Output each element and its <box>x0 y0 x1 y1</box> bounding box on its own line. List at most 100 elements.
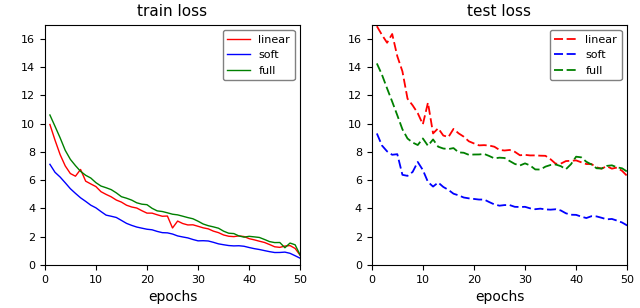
linear <box>189 223 196 227</box>
soft <box>46 162 54 166</box>
linear <box>102 192 110 196</box>
soft <box>82 200 90 203</box>
full <box>388 100 396 103</box>
soft <box>470 197 478 201</box>
linear <box>92 185 100 188</box>
soft <box>220 243 227 247</box>
linear <box>557 162 564 165</box>
soft <box>613 219 621 222</box>
soft <box>72 192 79 195</box>
full <box>465 153 473 157</box>
full <box>296 253 304 257</box>
linear <box>541 154 549 158</box>
full <box>424 144 432 148</box>
linear <box>394 55 401 58</box>
soft <box>419 168 427 172</box>
linear <box>460 135 468 139</box>
linear <box>383 41 391 45</box>
linear <box>266 243 273 246</box>
full <box>276 241 284 244</box>
full <box>260 237 268 241</box>
soft <box>485 200 493 204</box>
full <box>450 146 458 150</box>
soft <box>164 231 172 235</box>
soft <box>511 205 518 209</box>
full <box>603 164 611 168</box>
full <box>225 231 232 235</box>
soft <box>87 203 95 207</box>
full <box>613 165 621 169</box>
soft <box>450 192 458 196</box>
linear <box>77 168 84 171</box>
full <box>409 141 417 144</box>
soft <box>67 187 74 191</box>
linear <box>419 123 427 126</box>
linear <box>440 134 447 137</box>
linear <box>582 162 590 166</box>
soft <box>541 208 549 211</box>
soft <box>214 242 222 246</box>
linear <box>113 198 120 202</box>
full <box>255 236 263 239</box>
linear <box>87 182 95 186</box>
soft <box>194 239 202 243</box>
full <box>445 147 452 151</box>
linear <box>67 172 74 175</box>
linear <box>118 200 125 204</box>
Legend: linear, soft, full: linear, soft, full <box>550 30 621 80</box>
soft <box>593 215 600 218</box>
soft <box>435 181 442 184</box>
full <box>133 201 141 205</box>
full <box>440 147 447 150</box>
soft <box>61 181 69 184</box>
full <box>394 113 401 117</box>
full <box>419 136 427 140</box>
linear <box>572 159 580 162</box>
linear <box>470 142 478 145</box>
soft <box>245 246 253 249</box>
soft <box>169 232 177 236</box>
full <box>476 152 483 156</box>
linear <box>143 211 151 215</box>
soft <box>204 239 212 243</box>
soft <box>260 249 268 253</box>
linear <box>511 150 518 154</box>
linear <box>588 162 595 166</box>
linear <box>97 190 105 193</box>
Line: soft: soft <box>377 133 627 225</box>
full <box>623 170 631 173</box>
soft <box>159 231 166 234</box>
full <box>470 153 478 156</box>
full <box>572 155 580 159</box>
linear <box>450 127 458 131</box>
full <box>399 128 406 131</box>
soft <box>225 244 232 247</box>
full <box>199 222 207 226</box>
full <box>516 164 524 167</box>
soft <box>552 207 559 211</box>
full <box>235 234 243 238</box>
soft <box>445 188 452 192</box>
linear <box>174 219 182 223</box>
linear <box>164 214 172 218</box>
full <box>541 165 549 168</box>
full <box>123 197 131 200</box>
soft <box>455 193 463 197</box>
soft <box>174 234 182 238</box>
soft <box>179 235 187 239</box>
linear <box>214 231 222 234</box>
full <box>547 163 554 167</box>
full <box>536 168 544 171</box>
full <box>194 219 202 223</box>
soft <box>608 217 616 221</box>
soft <box>189 238 196 241</box>
full <box>500 156 508 160</box>
linear <box>388 32 396 36</box>
soft <box>123 221 131 225</box>
soft <box>184 236 192 240</box>
linear <box>506 148 513 152</box>
full <box>51 124 59 128</box>
soft <box>547 208 554 212</box>
linear <box>296 253 304 257</box>
linear <box>169 226 177 230</box>
